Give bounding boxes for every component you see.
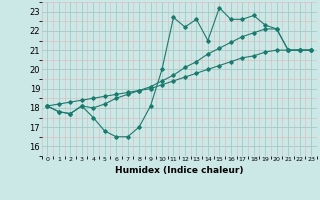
X-axis label: Humidex (Indice chaleur): Humidex (Indice chaleur) bbox=[115, 166, 244, 175]
